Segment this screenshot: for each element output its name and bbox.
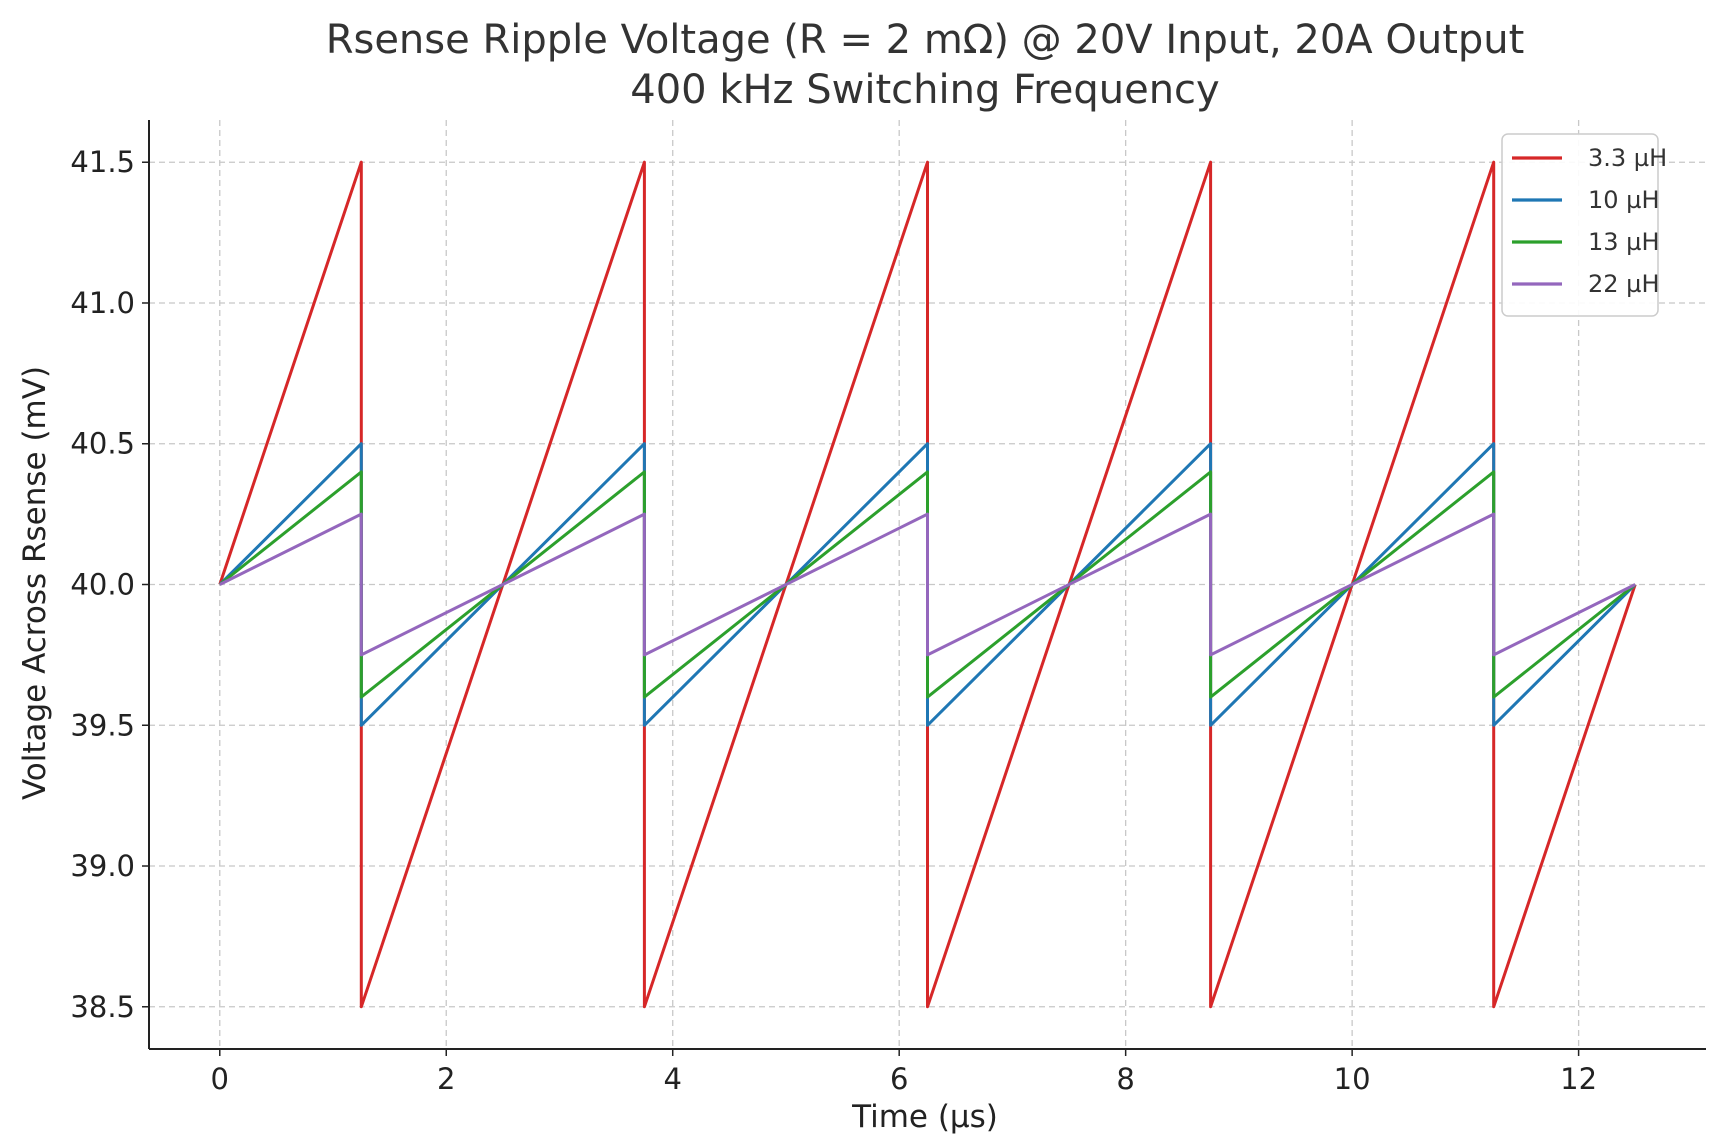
y-tick-label: 39.0 (70, 849, 135, 883)
y-tick-label: 41.0 (70, 286, 135, 320)
chart-subtitle: 400 kHz Switching Frequency (630, 67, 1219, 113)
legend-label: 3.3 µH (1588, 144, 1667, 172)
legend-label: 13 µH (1588, 228, 1659, 256)
legend: 3.3 µH 10 µH 13 µH 22 µH (1501, 133, 1667, 317)
x-tick-label: 0 (211, 1062, 229, 1096)
x-axis-ticks: 0 2 4 6 8 10 12 (211, 1049, 1597, 1096)
series-line-22-h (219, 512, 1636, 657)
y-tick-label: 40.5 (70, 427, 135, 461)
x-tick-label: 12 (1560, 1062, 1597, 1096)
y-tick-label: 39.5 (70, 708, 135, 742)
y-tick-label: 41.5 (70, 145, 135, 179)
plot-area (218, 160, 1637, 1009)
x-tick-label: 10 (1334, 1062, 1371, 1096)
legend-label: 22 µH (1588, 270, 1659, 298)
legend-label: 10 µH (1588, 186, 1659, 214)
x-tick-label: 2 (437, 1062, 455, 1096)
y-tick-label: 40.0 (70, 568, 135, 602)
chart-title: Rsense Ripple Voltage (R = 2 mΩ) @ 20V I… (326, 17, 1525, 63)
x-tick-label: 4 (663, 1062, 681, 1096)
x-tick-label: 8 (1116, 1062, 1134, 1096)
legend-box (1501, 133, 1659, 317)
y-axis-ticks: 38.5 39.0 39.5 40.0 40.5 41.0 41.5 (70, 145, 149, 1024)
y-axis-label: Voltage Across Rsense (mV) (17, 366, 53, 800)
y-tick-label: 38.5 (70, 990, 135, 1024)
x-axis-label: Time (µs) (851, 1099, 998, 1135)
x-tick-label: 6 (890, 1062, 908, 1096)
